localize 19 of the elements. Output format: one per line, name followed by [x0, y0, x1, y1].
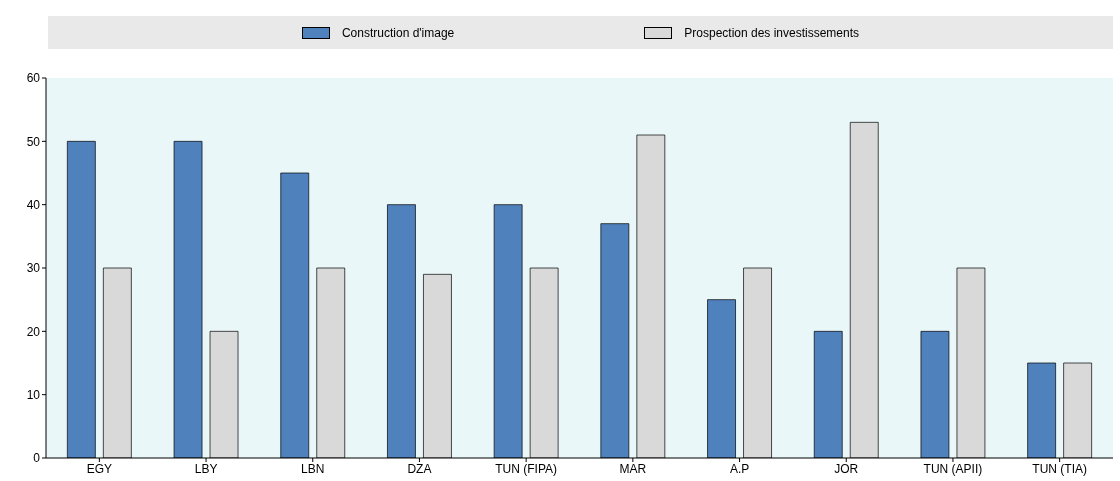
y-tick-label: 40: [26, 197, 41, 212]
y-tick-label: 50: [26, 134, 41, 149]
x-tick-label: LBN: [301, 461, 325, 476]
y-tick-label: 60: [26, 71, 41, 86]
x-tick-label: DZA: [407, 461, 432, 476]
x-tick-label: LBY: [194, 461, 218, 476]
y-tick-label: 30: [26, 261, 41, 276]
x-tick-label: TUN (FIPA): [495, 461, 558, 476]
y-tick-label: 10: [26, 387, 41, 402]
y-tick-label: 20: [26, 324, 41, 339]
x-tick-label: JOR: [834, 461, 859, 476]
x-tick-label: TUN (APII): [923, 461, 983, 476]
x-tick-label: TUN (TIA): [1032, 461, 1087, 476]
legend-label: Construction d'image: [341, 25, 455, 40]
x-tick-label: MAR: [619, 461, 647, 476]
x-tick-label: EGY: [86, 461, 113, 476]
x-tick-label: A.P: [729, 461, 750, 476]
y-tick-label: 0: [33, 451, 41, 466]
legend-label: Prospection des investissements: [684, 25, 860, 40]
